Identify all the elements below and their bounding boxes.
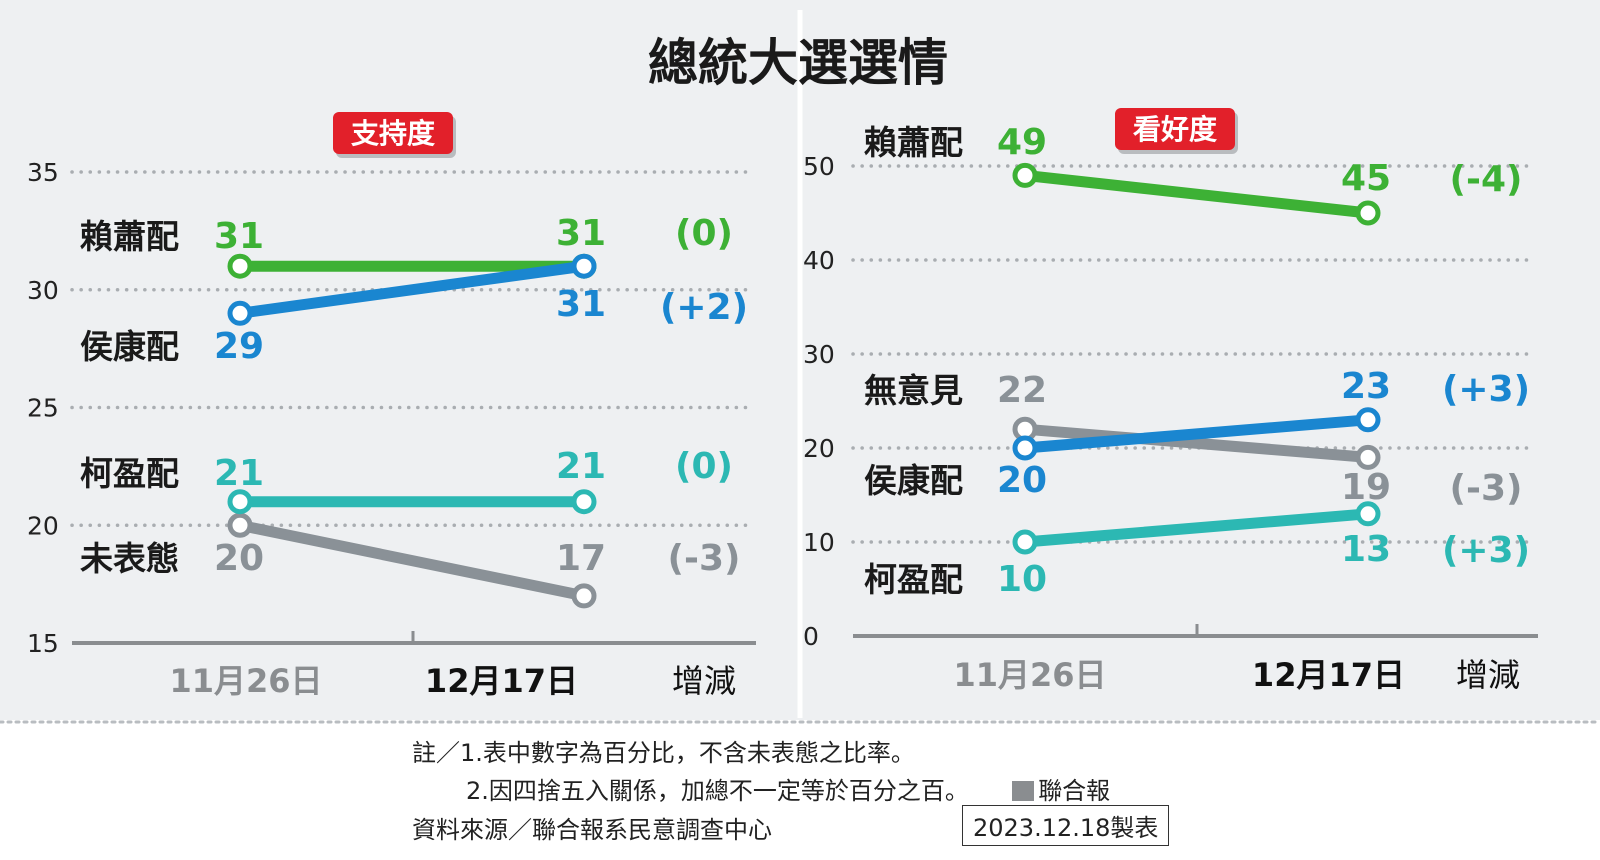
series-name: 無意見 [864,371,963,410]
data-point [227,489,253,515]
data-label: 10 [997,559,1047,600]
y-tick-label: 20 [27,511,59,540]
series-name: 賴蕭配 [80,217,179,256]
brand-mark-icon [1012,781,1035,801]
metric-badge-label: 支持度 [351,117,435,150]
data-label: 29 [214,326,264,367]
metric-badge [333,112,453,154]
y-tick-label: 30 [803,340,835,369]
data-point [227,512,253,538]
data-label: 20 [214,538,264,579]
data-label: 31 [556,284,606,325]
change-header: 增減 [1456,656,1520,694]
data-label: 13 [1341,529,1391,570]
data-point [1355,407,1381,433]
metric-badge [1115,108,1235,150]
data-label: 31 [214,216,264,257]
data-source: 資料來源／聯合報系民意調查中心 [412,816,772,844]
series-line [234,260,590,319]
change-label: (+2) [660,287,748,328]
change-header: 增減 [672,662,736,700]
data-point [1355,200,1381,226]
data-point [1012,529,1038,555]
x-category-label: 12月17日 [425,662,578,700]
change-label: (0) [675,446,733,487]
data-label: 21 [556,446,606,487]
series-name: 侯康配 [864,461,963,500]
series-name: 未表態 [80,539,179,578]
data-point [1012,162,1038,188]
series-line [1019,508,1374,548]
change-label: (-4) [1450,159,1523,200]
production-date: 2023.12.18製表 [962,805,1170,846]
data-point [227,253,253,279]
data-point [1355,501,1381,527]
data-label: 21 [214,453,264,494]
y-tick-label: 15 [27,629,59,658]
x-category-label: 11月26日 [169,662,322,700]
chart-title: 總統大選選情 [648,34,948,92]
x-category-label: 11月26日 [953,656,1106,694]
data-point [227,300,253,326]
data-point [571,253,597,279]
data-label: 22 [997,370,1047,411]
data-label: 23 [1341,366,1391,407]
footnote-2-row: 2.因四捨五入關係，加總不一定等於百分之百。 聯合報 [466,771,1110,806]
y-tick-label: 0 [803,622,819,651]
y-tick-label: 20 [803,434,835,463]
change-label: (-3) [1450,468,1523,509]
data-label: 49 [997,122,1047,163]
y-tick-label: 35 [27,158,59,187]
y-tick-label: 40 [803,246,835,275]
footnote-1: 註／1.表中數字為百分比，不含未表態之比率。 [412,739,915,767]
series-line [1019,169,1374,219]
data-point [1012,435,1038,461]
data-point [571,489,597,515]
y-tick-label: 25 [27,394,59,423]
data-label: 17 [556,538,606,579]
brand-name: 聯合報 [1038,777,1111,805]
series-name: 柯盈配 [80,454,179,493]
x-category-label: 12月17日 [1252,656,1405,694]
data-label: 19 [1341,467,1391,508]
series-line [1019,423,1374,463]
y-tick-label: 50 [803,152,835,181]
change-label: (0) [675,213,733,254]
change-label: (+3) [1442,530,1530,571]
series-name: 賴蕭配 [864,123,963,162]
y-tick-label: 30 [27,276,59,305]
data-label: 20 [997,460,1047,501]
data-label: 31 [556,213,606,254]
change-label: (+3) [1442,369,1530,410]
data-point [1355,444,1381,470]
panel-outlook: 50 40 30 20 10 0 11月26日 12月17日 增減 看好度 賴蕭配 49 45 (-4) 無… [803,108,1538,694]
data-label: 45 [1341,158,1391,199]
change-label: (-3) [668,538,741,579]
series-name: 柯盈配 [864,560,963,599]
y-tick-label: 10 [803,528,835,557]
data-point [571,583,597,609]
footnote-2: 2.因四捨五入關係，加總不一定等於百分之百。 [466,777,969,805]
series-name: 侯康配 [80,327,179,366]
series-line [1019,414,1374,454]
metric-badge-label: 看好度 [1133,113,1217,146]
series-line [234,519,590,602]
